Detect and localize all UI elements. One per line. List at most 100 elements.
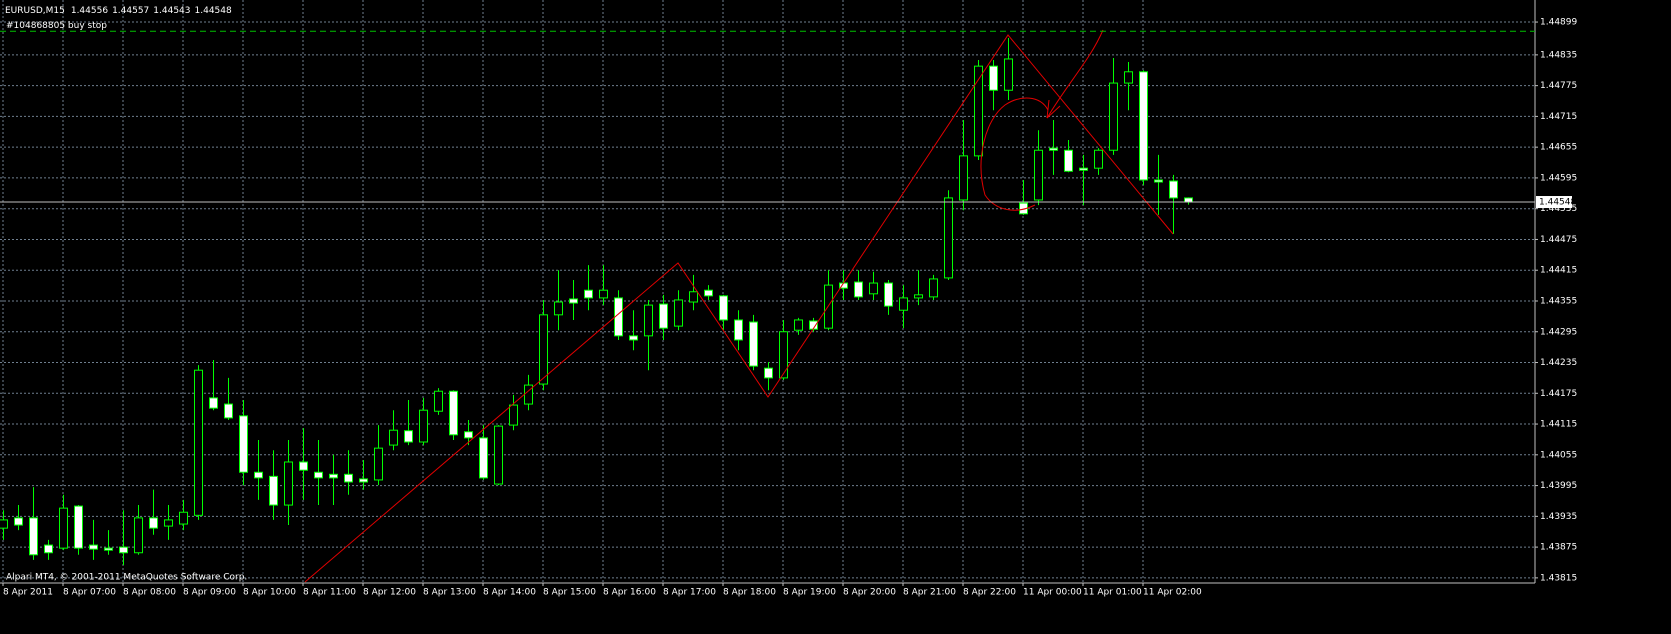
bid-label: 1.44548: [1539, 198, 1576, 208]
candle-body: [794, 319, 803, 331]
candle-body: [689, 291, 698, 303]
last-close: 1.44548: [195, 6, 232, 16]
y-tick-label: 1.44899: [1540, 18, 1577, 28]
candle-body: [974, 65, 983, 157]
candle-body: [419, 409, 428, 443]
candle-body: [1154, 179, 1163, 183]
x-tick-label: 8 Apr 2011: [3, 588, 53, 598]
candle-body: [959, 155, 968, 201]
y-tick-label: 1.44115: [1540, 420, 1577, 430]
chart-header: EURUSD,M15 1.44556 1.44557 1.44543 1.44548: [5, 6, 232, 16]
drawings: [304, 29, 1174, 583]
candle-body: [914, 294, 923, 299]
y-tick-label: 1.44655: [1540, 143, 1577, 153]
x-tick-label: 8 Apr 13:00: [423, 588, 476, 598]
candle-body: [0, 519, 8, 529]
candle-body: [764, 367, 773, 379]
candle-body: [434, 390, 443, 412]
candle-body: [659, 303, 668, 329]
candle-body: [674, 299, 683, 327]
candle-body: [599, 289, 608, 299]
candle-body: [899, 297, 908, 311]
x-tick-label: 8 Apr 08:00: [123, 588, 176, 598]
candle-body: [14, 517, 23, 526]
x-tick-label: 8 Apr 22:00: [963, 588, 1016, 598]
candle-body: [44, 544, 53, 554]
candle-body: [494, 425, 503, 485]
y-tick-label: 1.44055: [1540, 450, 1577, 460]
y-tick-label: 1.43875: [1540, 543, 1577, 553]
candle-body: [164, 519, 173, 527]
candle-body: [134, 517, 143, 554]
candle-body: [584, 289, 593, 299]
candle-body: [59, 507, 68, 549]
candle-body: [479, 437, 488, 479]
y-tick-label: 1.44235: [1540, 358, 1577, 368]
overlay: #104868805 buy stop 1.44548: [0, 21, 1576, 209]
candle-body: [779, 331, 788, 379]
candle-body: [404, 430, 413, 443]
x-tick-label: 8 Apr 11:00: [303, 588, 356, 598]
x-tick-label: 8 Apr 12:00: [363, 588, 416, 598]
candle-body: [884, 282, 893, 307]
candle-body: [74, 505, 83, 549]
candle-body: [224, 403, 233, 419]
x-tick-label: 8 Apr 18:00: [723, 588, 776, 598]
x-tick-label: 8 Apr 19:00: [783, 588, 836, 598]
candle-body: [704, 289, 713, 297]
zigzag-line: [304, 34, 1174, 583]
candle-body: [299, 461, 308, 471]
candle-body: [1109, 82, 1118, 151]
y-tick-label: 1.44775: [1540, 81, 1577, 91]
x-tick-label: 8 Apr 10:00: [243, 588, 296, 598]
candle-body: [854, 281, 863, 298]
candle-body: [1094, 149, 1103, 169]
symbol: EURUSD,M15: [5, 6, 65, 16]
candle-body: [629, 335, 638, 341]
candle-body: [239, 415, 248, 473]
y-tick-label: 1.43935: [1540, 512, 1577, 522]
candle-body: [464, 431, 473, 439]
candle-body: [329, 473, 338, 479]
candle-body: [89, 544, 98, 550]
x-tick-label: 8 Apr 16:00: [603, 588, 656, 598]
y-tick-label: 1.43995: [1540, 481, 1577, 491]
last-low: 1.44543: [153, 6, 190, 16]
y-tick-label: 1.44535: [1540, 204, 1577, 214]
axes: 1.44899 1.44835 1.44775 1.44715 1.44655 1.445…: [2, 18, 1577, 598]
x-tick-label: 8 Apr 17:00: [663, 588, 716, 598]
candle-body: [254, 471, 263, 479]
candle-body: [104, 547, 113, 551]
candle-body: [29, 517, 38, 556]
candle-body: [269, 475, 278, 506]
candle-body: [1169, 180, 1178, 199]
x-tick-label: 8 Apr 07:00: [63, 588, 116, 598]
candle-body: [374, 447, 383, 481]
candle-body: [929, 278, 938, 298]
last-high: 1.44557: [112, 6, 149, 16]
candle-body: [749, 321, 758, 367]
candle-body: [1004, 58, 1013, 91]
candle-body: [1064, 149, 1073, 172]
candle-body: [389, 429, 398, 446]
candle-body: [1139, 71, 1148, 181]
candle-body: [449, 390, 458, 436]
candle-body: [554, 301, 563, 316]
y-tick-label: 1.44295: [1540, 327, 1577, 337]
x-tick-label: 8 Apr 14:00: [483, 588, 536, 598]
candle-body: [989, 65, 998, 91]
candle-body: [119, 546, 128, 554]
candles: [0, 37, 1193, 566]
candle-body: [1079, 167, 1088, 171]
y-tick-label: 1.44715: [1540, 112, 1577, 122]
y-tick-label: 1.44355: [1540, 296, 1577, 306]
candle-body: [284, 461, 293, 506]
candle-body: [1124, 71, 1133, 84]
candle-body: [734, 319, 743, 341]
freehand-circle: [980, 97, 1049, 211]
candle-body: [344, 473, 353, 483]
candle-body: [179, 511, 188, 525]
candle-body: [194, 369, 203, 516]
